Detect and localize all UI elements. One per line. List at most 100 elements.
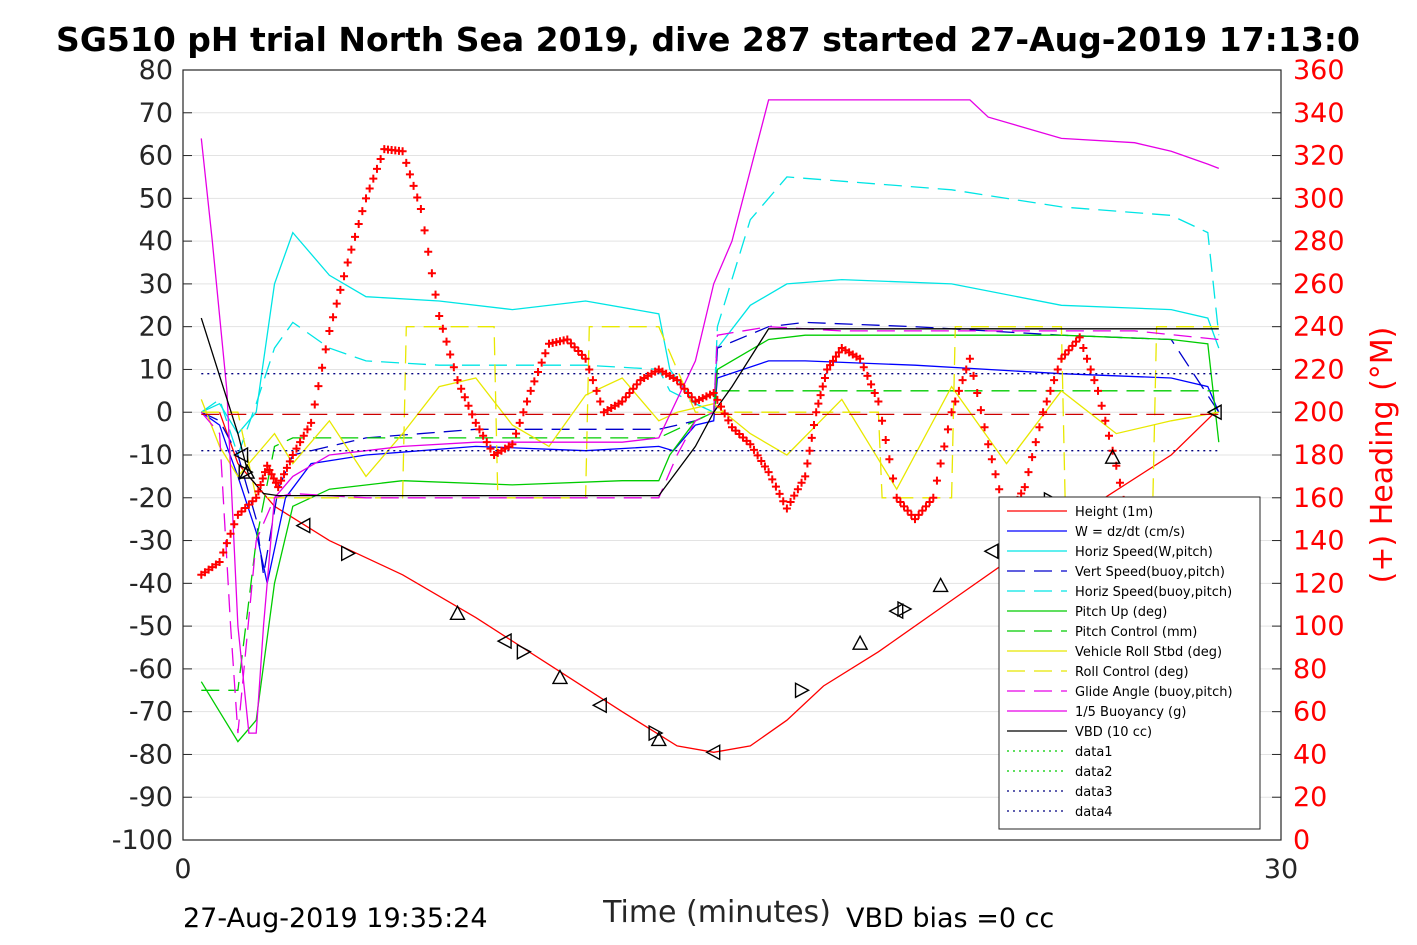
heading-point (537, 358, 546, 367)
heading-point (1090, 376, 1099, 385)
left-tick-label: -10 (129, 440, 173, 471)
heading-point (354, 220, 363, 228)
triangle-marker (551, 668, 569, 685)
heading-point (358, 207, 367, 216)
left-tick-label: -90 (129, 782, 173, 813)
heading-point (512, 429, 521, 438)
heading-point (632, 380, 641, 389)
heading-point (269, 474, 278, 483)
series-line-2 (200, 360, 1220, 584)
right-tick-label: 240 (1293, 312, 1345, 343)
left-tick-label: 0 (156, 397, 173, 428)
heading-point (336, 285, 345, 294)
heading-point (530, 377, 539, 386)
heading-point (292, 444, 301, 453)
heading-point (834, 348, 843, 357)
heading-point (541, 349, 550, 358)
legend-label: data3 (1075, 785, 1113, 800)
heading-point (369, 174, 378, 183)
right-tick-label: 200 (1293, 397, 1345, 428)
heading-point (826, 361, 835, 370)
legend-label: Glide Angle (buoy,pitch) (1075, 685, 1233, 700)
heading-point (482, 438, 491, 447)
series-line-8 (200, 377, 1219, 491)
right-tick-label: 40 (1293, 739, 1327, 770)
heading-point (812, 408, 821, 417)
heading-point (768, 475, 777, 484)
x-tick-label: 0 (174, 854, 191, 885)
heading-point (299, 431, 308, 440)
heading-point (372, 164, 381, 173)
heading-point (911, 515, 919, 524)
heading-point (449, 363, 458, 372)
heading-point (288, 451, 297, 459)
legend-label: VBD (10 cc) (1075, 725, 1152, 740)
heading-point (991, 470, 1000, 479)
heading-point (1050, 376, 1059, 385)
heading-point (878, 416, 887, 425)
triangle-marker (233, 446, 249, 464)
heading-point (1053, 365, 1062, 374)
right-tick-label: 120 (1293, 568, 1345, 599)
heading-point (1115, 478, 1124, 487)
heading-point (376, 154, 385, 163)
heading-point (1042, 397, 1051, 406)
heading-point (446, 350, 455, 359)
left-tick-label: -50 (129, 611, 173, 642)
heading-point (856, 354, 865, 363)
legend-label: Vehicle Roll Stbd (deg) (1075, 645, 1222, 660)
heading-point (468, 410, 477, 419)
heading-point (859, 363, 868, 372)
x-axis-label: Time (minutes) (602, 895, 831, 930)
heading-point (717, 402, 726, 411)
heading-point (252, 493, 261, 502)
heading-point (984, 440, 993, 449)
heading-point (779, 497, 788, 506)
heading-point (274, 483, 283, 492)
heading-point (1083, 354, 1092, 363)
heading-point (365, 184, 374, 193)
heading-point (1079, 344, 1088, 353)
heading-point (1031, 438, 1040, 447)
heading-point (797, 478, 806, 487)
heading-point (713, 395, 722, 404)
left-tick-label: -30 (129, 526, 173, 557)
heading-point (709, 388, 718, 397)
left-tick-label: 30 (139, 269, 173, 300)
heading-point (475, 425, 484, 434)
legend-label: data2 (1075, 765, 1113, 780)
left-tick-label: -80 (129, 739, 173, 770)
heading-point (809, 421, 818, 430)
heading-point (973, 388, 982, 397)
heading-point (226, 529, 235, 538)
heading-point (914, 510, 923, 519)
heading-point (296, 438, 305, 447)
heading-point (398, 147, 407, 156)
heading-point (793, 485, 802, 494)
heading-point (995, 485, 1004, 494)
heading-point (1068, 341, 1077, 350)
x-axis: 0 30 (174, 831, 1298, 885)
heading-point (987, 455, 996, 464)
heading-point (254, 487, 263, 496)
right-tick-label: 300 (1293, 183, 1345, 214)
heading-point (749, 445, 758, 454)
heading-point (962, 365, 971, 374)
heading-point (427, 269, 436, 278)
heading-point (918, 506, 927, 515)
heading-point (416, 205, 425, 214)
triangle-marker (648, 724, 664, 742)
series-line-5 (200, 176, 1220, 458)
heading-point (870, 388, 879, 397)
heading-point (256, 480, 265, 489)
x-tick-label: 30 (1264, 854, 1298, 885)
left-tick-label: 40 (139, 226, 173, 257)
triangle-marker (650, 730, 667, 747)
heading-point (263, 461, 272, 470)
heading-point (771, 482, 780, 491)
heading-point (929, 493, 938, 502)
legend-label: Horiz Speed(buoy,pitch) (1075, 585, 1232, 600)
heading-point (307, 418, 316, 427)
heading-point (900, 502, 909, 511)
